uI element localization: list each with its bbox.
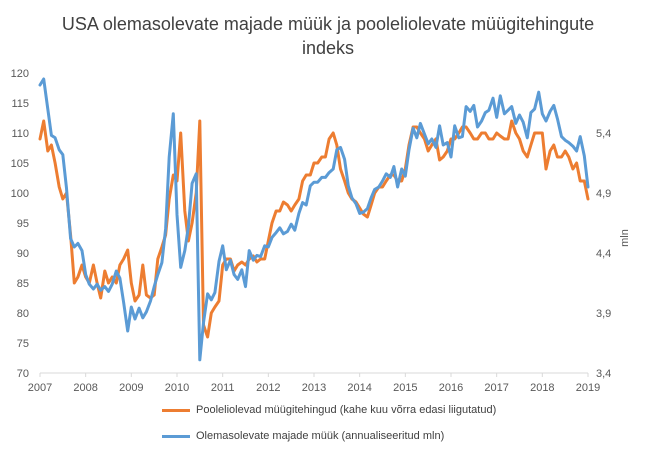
y-left-tick-label: 95: [17, 218, 29, 230]
y-right-tick-label: 4,9: [596, 188, 611, 200]
x-tick-label: 2016: [439, 382, 463, 394]
legend-label-pending-sales: Pooleliolevad müügitehingud (kahe kuu võ…: [196, 404, 497, 416]
chart-title: USA olemasolevate majade müük ja pooleli…: [0, 12, 656, 60]
x-tick-label: 2010: [165, 382, 189, 394]
x-tick-label: 2014: [347, 382, 371, 394]
series-line-pending-sales: [38, 119, 590, 339]
y-right-tick-label: 3,9: [596, 308, 611, 320]
x-tick-label: 2017: [484, 382, 508, 394]
y-axis-right-label: mln: [619, 229, 631, 247]
y-left-tick-label: 90: [17, 248, 29, 260]
y-left-tick-label: 75: [17, 338, 29, 350]
x-tick-label: 2019: [576, 382, 600, 394]
y-left-tick-label: 120: [11, 68, 29, 80]
y-left-tick-label: 70: [17, 368, 29, 380]
y-left-tick-label: 80: [17, 308, 29, 320]
x-axis: 2007 2008 2009 2010 2011 2012 2013 2014 2015 2016…: [28, 373, 600, 394]
series-layer: [38, 77, 590, 362]
x-tick-label: 2009: [119, 382, 143, 394]
y-right-tick-label: 4,4: [596, 248, 611, 260]
x-tick-label: 2007: [28, 382, 52, 394]
legend-item-pending-sales: Pooleliolevad müügitehingud (kahe kuu võ…: [162, 404, 496, 416]
x-tick-label: 2008: [73, 382, 97, 394]
x-tick-label: 2015: [393, 382, 417, 394]
legend-item-existing-sales: Olemasolevate majade müük (annualiseerit…: [162, 430, 444, 442]
y-left-tick-label: 105: [11, 158, 29, 170]
y-right-tick-label: 3,4: [596, 368, 611, 380]
legend-swatch-pending-sales: [162, 408, 190, 412]
y-axis-right: 3,4 3,9 4,4 4,9 5,4: [596, 128, 611, 380]
chart-title-line-2: indeks: [301, 38, 355, 58]
x-tick-label: 2013: [302, 382, 326, 394]
x-tick-label: 2011: [211, 382, 235, 394]
y-left-tick-label: 115: [11, 98, 29, 110]
x-tick-label: 2012: [256, 382, 280, 394]
x-tick-label: 2018: [530, 382, 554, 394]
y-right-tick-label: 5,4: [596, 128, 611, 140]
y-left-tick-label: 100: [11, 188, 29, 200]
y-left-tick-label: 85: [17, 278, 29, 290]
chart-title-line-1: USA olemasolevate majade müük ja pooleli…: [61, 14, 595, 34]
series-line-existing-sales: [38, 77, 590, 362]
y-axis-left: 70 75 80 85 90 95 100 105 110 115 120: [11, 68, 29, 380]
legend-label-existing-sales: Olemasolevate majade müük (annualiseerit…: [196, 430, 445, 442]
y-left-tick-label: 110: [11, 128, 29, 140]
legend-swatch-existing-sales: [162, 434, 190, 438]
